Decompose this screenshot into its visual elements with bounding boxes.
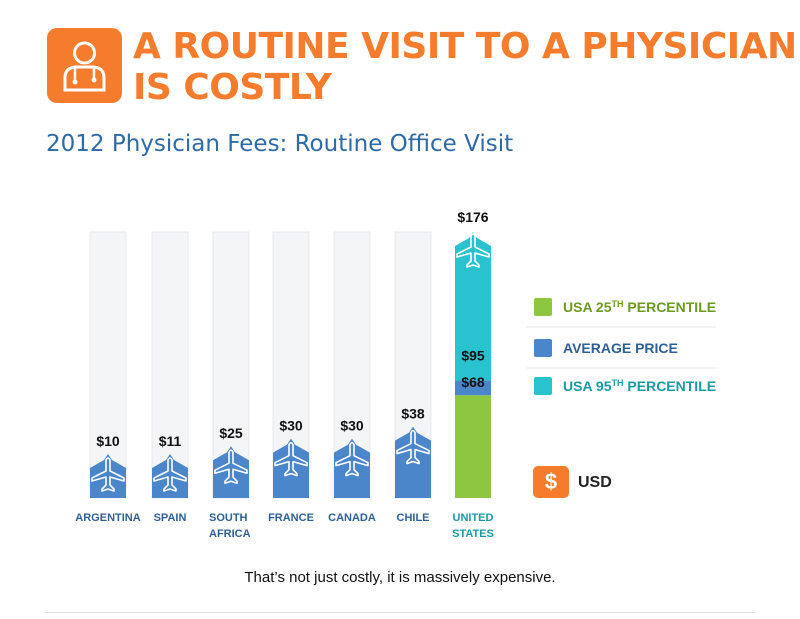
x-tick-label: STATES <box>452 528 494 540</box>
plane-icon <box>396 429 430 465</box>
legend-label: AVERAGE PRICE <box>563 340 678 356</box>
usa-95th-label: $176 <box>457 209 488 225</box>
bar-south-africa <box>213 446 249 498</box>
data-label: $38 <box>401 406 425 422</box>
data-label: $30 <box>279 418 303 434</box>
x-tick-label: UNITED <box>453 512 494 524</box>
page-title: A ROUTINE VISIT TO A PHYSICIAN IS COSTLY <box>133 26 797 108</box>
plane-icon <box>153 457 187 492</box>
data-label: $10 <box>96 433 120 449</box>
title-line-1: A ROUTINE VISIT TO A PHYSICIAN <box>133 26 797 67</box>
bar-track <box>151 231 189 499</box>
chart-subtitle: 2012 Physician Fees: Routine Office Visi… <box>46 131 514 157</box>
x-tick-label: CANADA <box>328 512 376 524</box>
legend-label: USA 95TH PERCENTILE <box>563 378 716 394</box>
bar-track <box>89 231 127 499</box>
data-label: $11 <box>159 433 182 449</box>
plane-icon <box>335 441 369 477</box>
legend-swatch <box>534 339 552 357</box>
footer-divider <box>45 612 755 613</box>
usa-average-segment <box>455 380 491 396</box>
doctor-icon <box>47 28 122 103</box>
legend-swatch <box>534 298 552 316</box>
legend-label: USA 25TH PERCENTILE <box>563 299 716 315</box>
x-tick-label: SOUTH <box>209 512 248 524</box>
bar-spain <box>152 454 188 498</box>
legend-swatch <box>534 377 552 395</box>
plane-icon <box>274 441 308 477</box>
fees-chart: $10 ARGENTINA $11 SPAIN $25 SOUTH AFRICA $30 FRA… <box>75 209 716 540</box>
usa-95th-percentile-segment <box>455 232 491 381</box>
x-tick-label: FRANCE <box>268 512 314 524</box>
bar-canada <box>334 438 370 498</box>
data-label: $30 <box>340 418 364 434</box>
dollar-icon: $ <box>533 466 569 498</box>
usa-25th-percentile-segment <box>455 395 491 498</box>
bar-france <box>273 438 309 498</box>
usa-25th-label: $68 <box>461 374 485 390</box>
x-tick-label: CHILE <box>397 512 430 524</box>
usa-average-label: $95 <box>461 347 485 363</box>
bar-argentina <box>90 454 126 498</box>
caption: That’s not just costly, it is massively … <box>244 569 556 586</box>
plane-icon <box>214 449 248 485</box>
data-label: $25 <box>219 425 243 441</box>
x-tick-label: ARGENTINA <box>75 512 140 524</box>
plane-icon <box>91 457 125 492</box>
x-tick-label: AFRICA <box>209 528 251 540</box>
x-tick-label: SPAIN <box>154 512 187 524</box>
plane-icon <box>456 233 490 268</box>
currency-label: USD <box>578 474 612 491</box>
title-line-2: IS COSTLY <box>133 67 332 108</box>
